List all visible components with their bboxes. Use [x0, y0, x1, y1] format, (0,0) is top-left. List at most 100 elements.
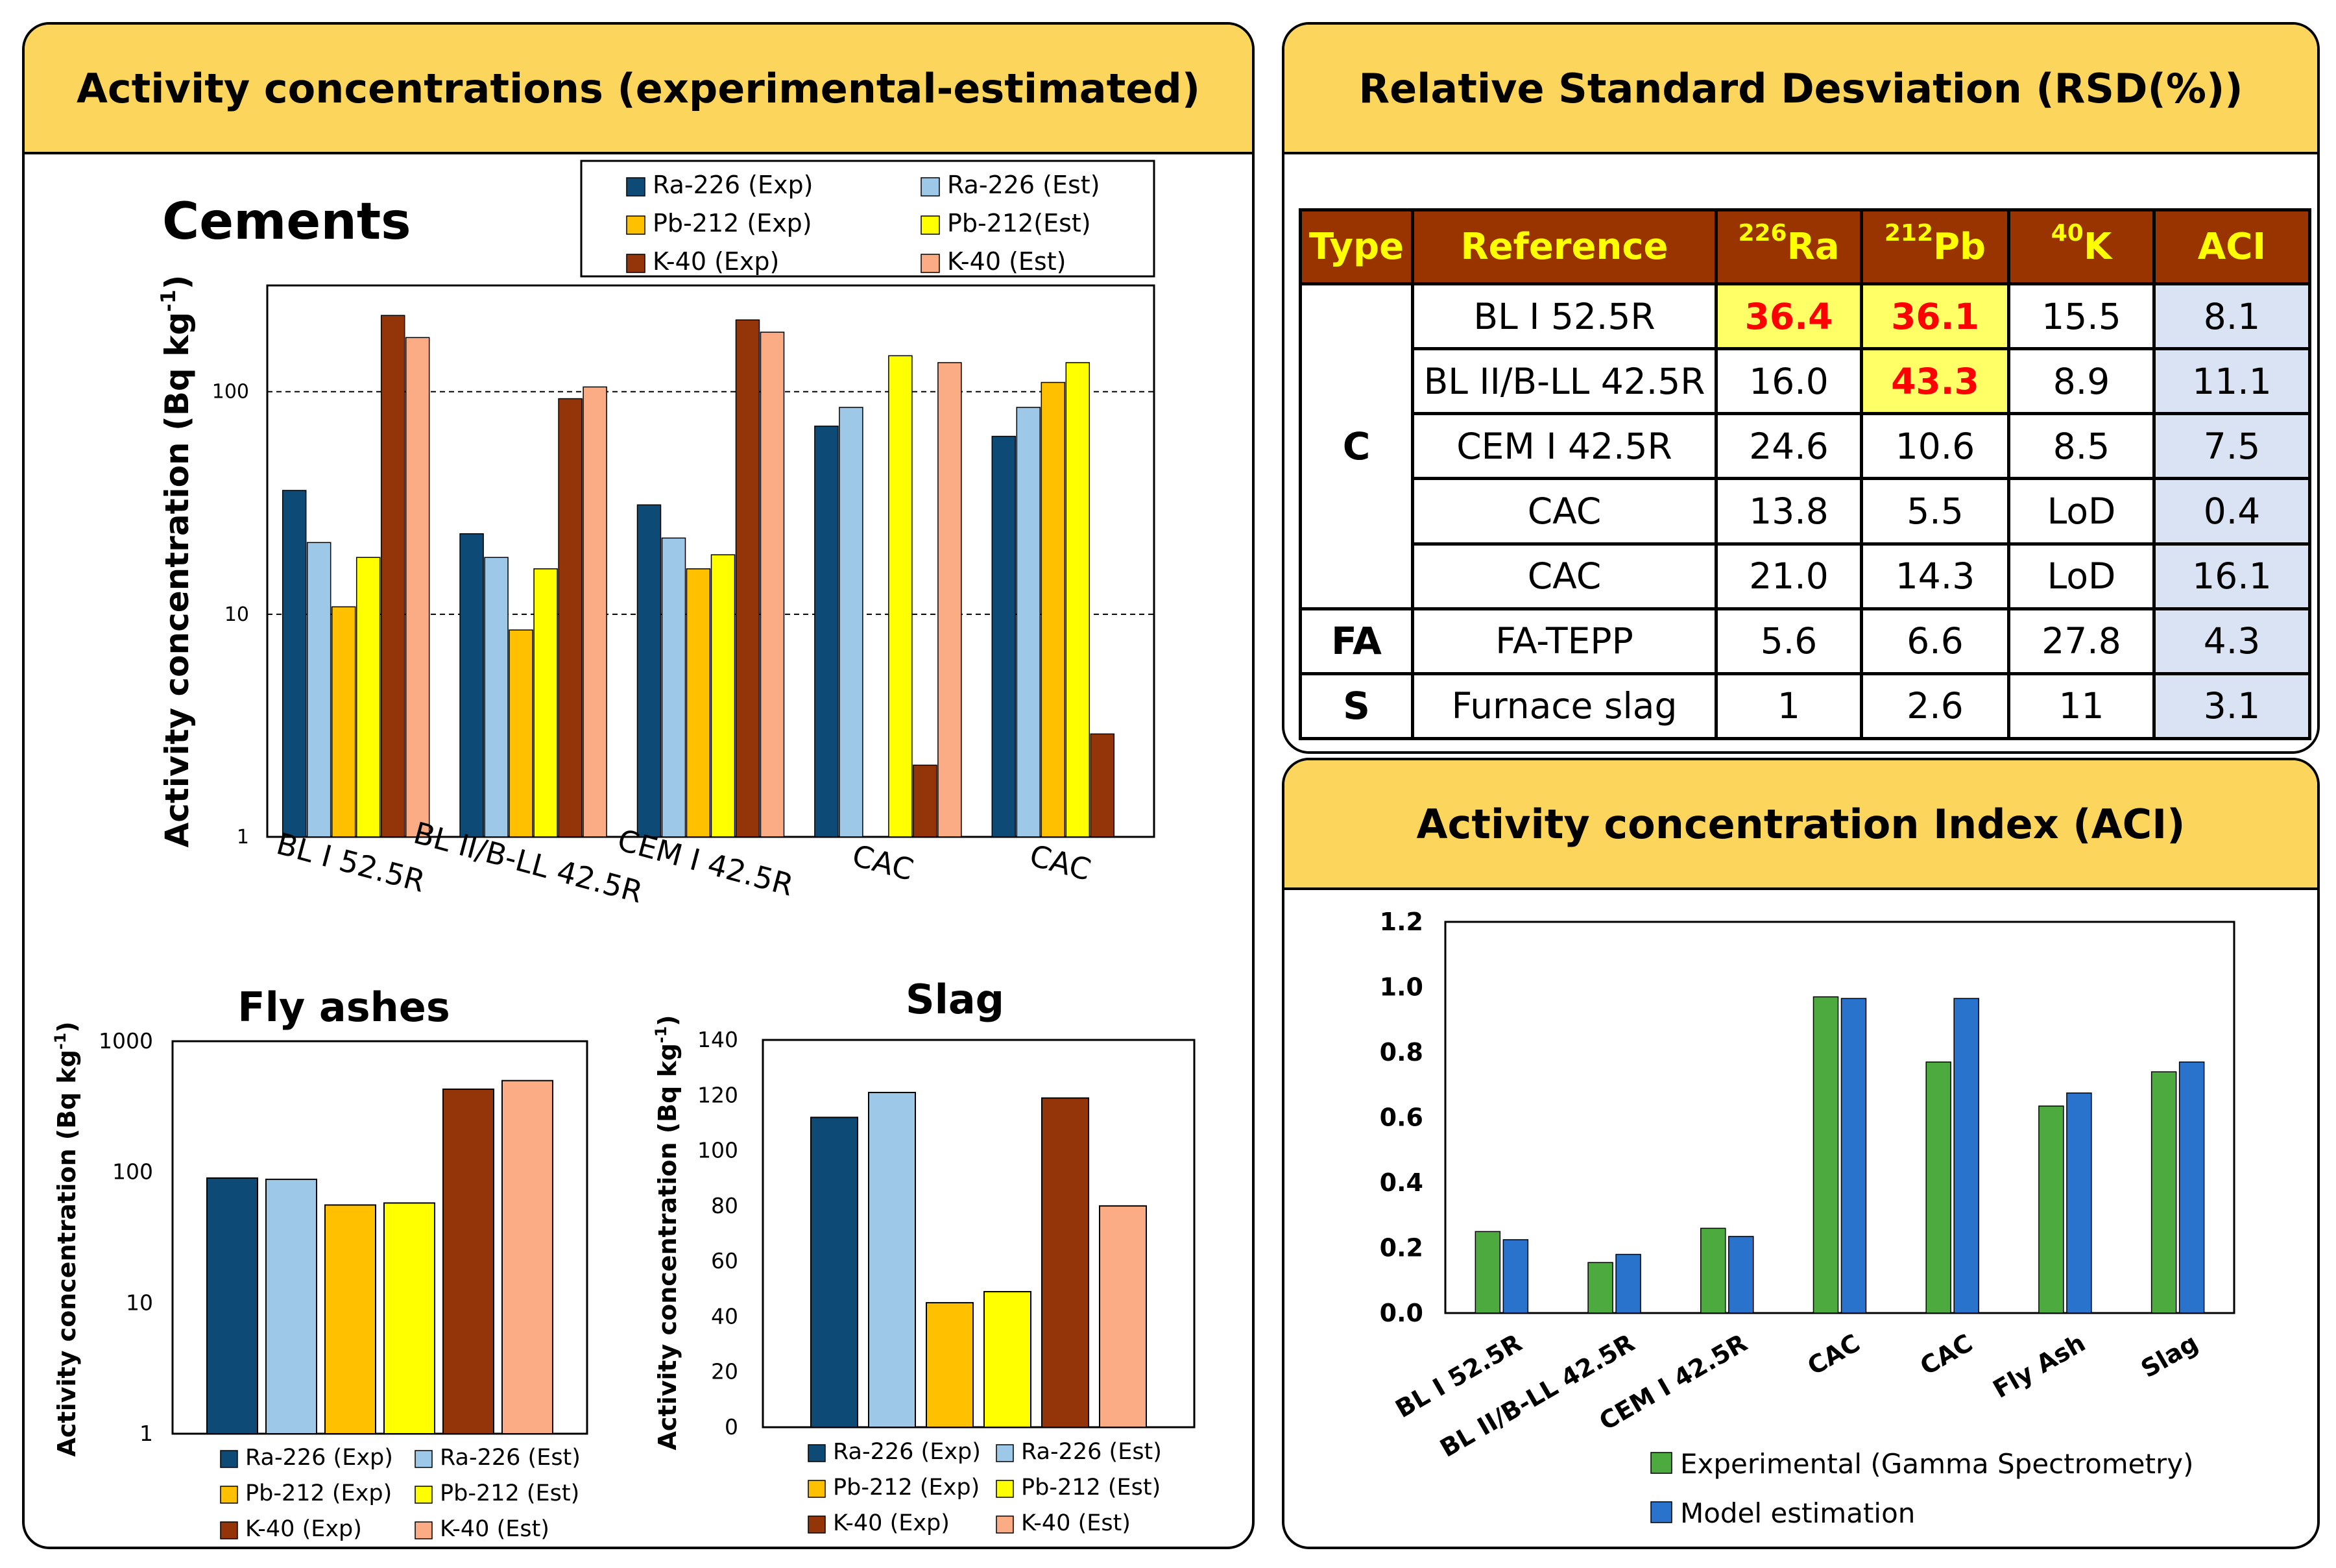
cements-legend-swatch	[921, 177, 940, 197]
cements-bar	[282, 490, 307, 838]
slag-legend-swatch	[996, 1444, 1014, 1462]
flyash-ytick: 100	[112, 1159, 153, 1185]
rsd-header-label: Pb	[1933, 226, 1986, 268]
flyash-bar	[442, 1088, 494, 1435]
rsd-cell-ra: 36.4	[1715, 282, 1863, 351]
aci-bar	[1615, 1253, 1641, 1314]
cements-bar	[636, 504, 662, 838]
aci-legend-swatch	[1650, 1501, 1672, 1523]
aci-ytick: 1.2	[1380, 908, 1423, 936]
aci-bar	[1925, 1061, 1951, 1314]
rsd-cell-k: 8.5	[2007, 412, 2156, 481]
aci-bar	[1475, 1231, 1501, 1314]
cements-bar	[937, 362, 962, 838]
slag-bar	[926, 1302, 974, 1429]
rsd-row: CAC 21.0 14.3 LoD 16.1	[1301, 542, 2311, 610]
cements-xtick: CAC	[1026, 838, 1095, 887]
flyash-legend-label: K-40 (Exp)	[245, 1516, 362, 1542]
slag-bar	[1041, 1097, 1089, 1429]
rsd-type-cell: C	[1299, 282, 1414, 610]
rsd-cell-ref: BL II/B-LL 42.5R	[1411, 347, 1718, 416]
cements-bar	[1016, 407, 1041, 838]
slag-legend-swatch	[996, 1515, 1014, 1534]
rsd-cell-k: 15.5	[2007, 282, 2156, 351]
rsd-cell-aci: 0.4	[2152, 477, 2311, 546]
aci-ytick: 0.0	[1380, 1299, 1423, 1327]
rsd-cell-ref: Furnace slag	[1411, 671, 1718, 741]
flyash-legend-label: K-40 (Est)	[440, 1516, 549, 1542]
rsd-cell-ref: CAC	[1411, 477, 1718, 546]
cements-ytick: 10	[224, 603, 249, 626]
aci-bar	[2150, 1071, 2177, 1314]
aci-ytick: 0.8	[1380, 1038, 1423, 1067]
rsd-header-sup: 40	[2051, 220, 2084, 247]
cements-bar	[583, 386, 607, 838]
rsd-header-sup: 212	[1884, 220, 1933, 247]
cements-bar	[306, 542, 331, 838]
cements-bar	[735, 319, 760, 838]
flyash-legend-label: Ra-226 (Est)	[440, 1445, 581, 1471]
rsd-panel-title: Relative Standard Desviation (RSD(%))	[1284, 25, 2317, 154]
cements-bar	[661, 537, 686, 838]
slag-legend-swatch	[808, 1444, 826, 1462]
cements-legend-swatch	[921, 215, 940, 235]
flyash-legend-swatch	[220, 1450, 238, 1468]
rsd-panel: Relative Standard Desviation (RSD(%)) Ty…	[1282, 22, 2320, 754]
cements-bar	[355, 557, 381, 838]
rsd-cell-pb: 36.1	[1860, 282, 2010, 351]
rsd-cell-ref: CEM I 42.5R	[1411, 412, 1718, 481]
rsd-cell-pb: 10.6	[1860, 412, 2010, 481]
aci-xtick: BL II/B-LL 42.5R	[1435, 1329, 1639, 1463]
cements-bar	[380, 315, 405, 838]
cements-xtick: CAC	[849, 838, 917, 887]
cements-legend-swatch	[921, 254, 940, 273]
slag-bar	[983, 1291, 1031, 1429]
rsd-row: CEM I 42.5R 24.6 10.6 8.5 7.5	[1301, 412, 2311, 481]
rsd-header-sup: 226	[1738, 220, 1787, 247]
flyash-bar	[206, 1177, 258, 1434]
slag-legend-label: Pb-212 (Est)	[1021, 1475, 1161, 1501]
rsd-cell-k: 11	[2007, 671, 2156, 741]
cements-bar	[814, 426, 839, 838]
rsd-cell-pb: 2.6	[1860, 671, 2010, 741]
aci-bar	[1840, 998, 1867, 1314]
aci-xtick: Fly Ash	[1988, 1329, 2090, 1404]
rsd-type-cell: FA	[1299, 607, 1414, 675]
rsd-header-label: Type	[1308, 226, 1404, 268]
flyash-legend-swatch	[220, 1486, 238, 1504]
rsd-cell-aci: 11.1	[2152, 347, 2311, 416]
cements-bar	[686, 568, 711, 838]
rsd-cell-aci: 3.1	[2152, 671, 2311, 741]
aci-panel-title: Activity concentration Index (ACI)	[1284, 760, 2317, 890]
rsd-header-cell: 212Pb	[1860, 208, 2010, 285]
slag-ylabel: Activity concentration (Bq kg-1)	[652, 1015, 682, 1450]
slag-legend-swatch	[808, 1480, 826, 1498]
cements-legend-box	[580, 160, 1155, 278]
slag-legend-swatch	[808, 1515, 826, 1534]
rsd-row: FA FA-TEPP 5.6 6.6 27.8 4.3	[1299, 607, 2311, 675]
aci-xtick: CAC	[1915, 1329, 1977, 1381]
aci-plot-area	[1444, 921, 2235, 1314]
slag-ytick: 120	[697, 1082, 738, 1107]
slag-legend-label: Ra-226 (Est)	[1021, 1439, 1162, 1465]
flyash-ytick: 1	[139, 1421, 153, 1446]
cements-bar	[509, 629, 533, 838]
cements-bar	[888, 355, 913, 838]
flyash-ylabel: Activity concentration (Bq kg-1)	[51, 1021, 81, 1456]
rsd-cell-pb: 43.3	[1860, 347, 2010, 416]
rsd-cell-aci: 8.1	[2152, 282, 2311, 351]
cements-bar	[991, 435, 1017, 838]
rsd-cell-aci: 7.5	[2152, 412, 2311, 481]
cements-legend-label: Ra-226 (Exp)	[653, 171, 813, 199]
aci-legend-label: Model estimation	[1680, 1497, 1915, 1529]
cements-bar	[484, 557, 509, 838]
cements-bar	[760, 332, 785, 838]
rsd-cell-k: 8.9	[2007, 347, 2156, 416]
cements-title: Cements	[162, 193, 411, 251]
rsd-cell-ref: BL I 52.5R	[1411, 282, 1718, 351]
flyash-legend-swatch	[415, 1450, 433, 1468]
aci-legend-label: Experimental (Gamma Spectrometry)	[1680, 1448, 2194, 1480]
aci-bar	[2066, 1092, 2092, 1314]
cements-bar	[1065, 362, 1090, 838]
aci-bar	[1587, 1262, 1613, 1314]
